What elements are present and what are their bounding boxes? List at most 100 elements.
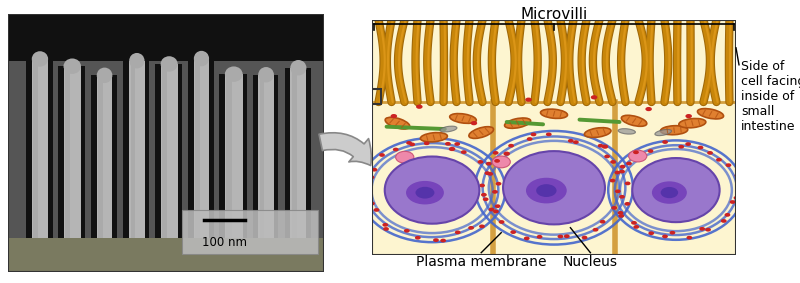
Circle shape [686, 114, 692, 118]
Bar [123, 61, 129, 238]
Bar [91, 75, 97, 238]
Circle shape [699, 227, 705, 231]
Circle shape [393, 148, 398, 151]
Circle shape [736, 180, 742, 184]
Circle shape [526, 137, 533, 141]
Circle shape [611, 206, 617, 210]
Circle shape [546, 132, 552, 136]
Circle shape [549, 161, 566, 172]
Circle shape [366, 183, 372, 186]
Bar [48, 59, 53, 238]
Ellipse shape [258, 67, 274, 82]
Circle shape [573, 140, 578, 144]
Circle shape [615, 189, 621, 193]
Circle shape [482, 197, 489, 201]
Bar [182, 210, 318, 254]
Bar [63, 66, 81, 238]
Circle shape [631, 221, 637, 225]
Circle shape [647, 149, 654, 153]
Ellipse shape [541, 109, 567, 118]
Ellipse shape [661, 187, 678, 198]
Bar [366, 89, 381, 104]
Circle shape [371, 168, 378, 171]
Circle shape [445, 142, 451, 146]
Circle shape [526, 98, 532, 102]
Ellipse shape [161, 56, 178, 72]
Circle shape [678, 145, 684, 149]
Circle shape [479, 184, 485, 187]
Ellipse shape [97, 68, 112, 83]
Circle shape [629, 150, 647, 162]
Circle shape [705, 228, 711, 231]
FancyArrowPatch shape [319, 133, 371, 166]
Circle shape [440, 239, 446, 243]
Circle shape [662, 140, 668, 144]
Bar [225, 74, 242, 238]
Circle shape [610, 179, 615, 183]
Circle shape [618, 211, 623, 215]
Bar [285, 68, 290, 238]
Circle shape [530, 132, 536, 136]
Circle shape [510, 230, 516, 234]
Circle shape [494, 159, 500, 163]
Circle shape [558, 235, 563, 238]
Circle shape [365, 190, 370, 193]
Circle shape [485, 171, 490, 175]
Circle shape [455, 230, 461, 234]
Circle shape [537, 235, 542, 239]
Text: 100 nm: 100 nm [202, 235, 247, 248]
Circle shape [598, 144, 603, 148]
Circle shape [369, 175, 374, 179]
Circle shape [503, 152, 510, 156]
Bar [253, 75, 258, 238]
Bar [65, 66, 70, 238]
Circle shape [470, 121, 477, 125]
Circle shape [633, 151, 639, 154]
Circle shape [374, 208, 379, 212]
Circle shape [604, 155, 610, 158]
Circle shape [646, 107, 652, 111]
Bar [274, 75, 278, 238]
Circle shape [686, 236, 692, 239]
Circle shape [454, 142, 460, 146]
Bar [81, 66, 86, 238]
Ellipse shape [415, 187, 434, 199]
Bar [97, 75, 112, 238]
Ellipse shape [679, 119, 706, 128]
Bar [306, 68, 311, 238]
Bar [98, 75, 103, 238]
Circle shape [590, 95, 598, 99]
Circle shape [618, 214, 624, 218]
Circle shape [734, 174, 740, 177]
Circle shape [634, 225, 639, 229]
Circle shape [416, 105, 422, 109]
Bar [195, 59, 200, 238]
Bar [130, 61, 135, 238]
Bar [209, 59, 214, 238]
Circle shape [593, 228, 598, 231]
Bar [188, 59, 194, 238]
Circle shape [662, 235, 668, 238]
Circle shape [734, 196, 739, 200]
Bar [194, 59, 209, 238]
Ellipse shape [194, 51, 209, 66]
Text: Side of
cell facing
inside of
small
intestine: Side of cell facing inside of small inte… [741, 60, 800, 133]
Ellipse shape [469, 127, 494, 138]
Bar [226, 74, 232, 238]
Circle shape [707, 151, 713, 155]
Ellipse shape [290, 60, 306, 76]
Ellipse shape [618, 129, 635, 134]
Circle shape [494, 204, 501, 208]
Circle shape [468, 226, 474, 230]
Bar [32, 59, 48, 238]
Circle shape [698, 146, 703, 149]
Ellipse shape [655, 129, 671, 136]
Circle shape [686, 142, 691, 146]
Circle shape [396, 151, 414, 163]
Bar [8, 14, 324, 61]
Circle shape [625, 202, 630, 206]
Circle shape [410, 142, 415, 146]
Circle shape [424, 142, 430, 145]
Circle shape [568, 139, 574, 143]
Ellipse shape [406, 181, 444, 204]
